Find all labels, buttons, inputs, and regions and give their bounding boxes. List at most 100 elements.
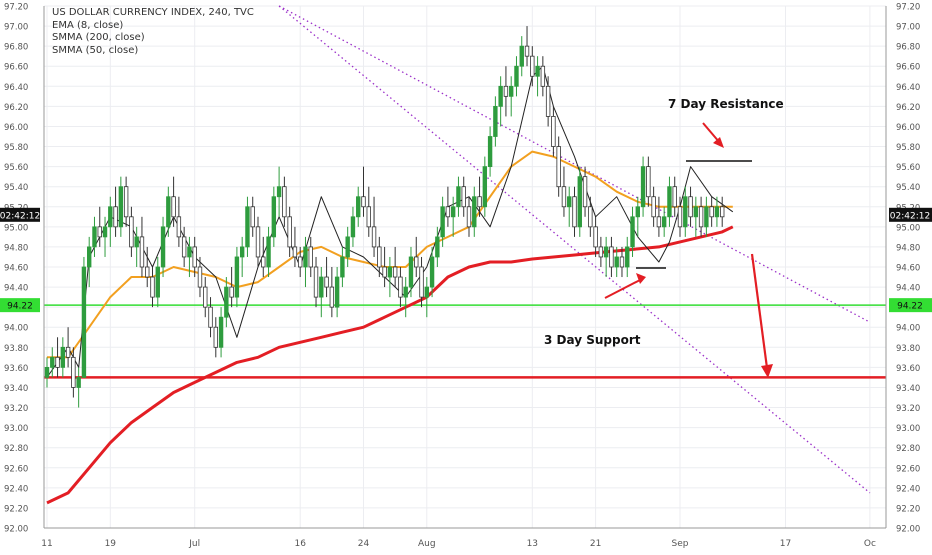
candle-body [598, 246, 604, 258]
candle-body [81, 266, 87, 378]
y-tick-label-right: 92.20 [896, 504, 920, 514]
y-tick-label-left: 94.60 [4, 264, 28, 274]
level-badge-right [889, 298, 932, 313]
candle-body [403, 286, 408, 298]
candle-body [693, 206, 699, 218]
candle-body [324, 276, 329, 288]
candle-body [245, 206, 250, 248]
candle-body [530, 55, 535, 77]
candle-body [672, 186, 677, 208]
candle-body [113, 206, 118, 228]
axis-layer: 97.20 97.20 97.00 97.00 96.80 96.80 96.60 96.60… [0, 3, 932, 549]
y-tick-label-right: 94.00 [896, 324, 920, 334]
y-tick-label-left: 92.20 [4, 504, 28, 514]
time-badge-left-text: 02:42:12 [0, 211, 40, 221]
candle-body [234, 256, 240, 298]
candle-body [60, 346, 66, 368]
candle-body [319, 276, 324, 298]
y-tick-label-left: 96.00 [4, 123, 28, 133]
y-tick-label-right: 96.40 [896, 83, 920, 93]
candle-body [76, 377, 81, 388]
candle-body [150, 276, 155, 298]
y-tick-label-left: 92.00 [4, 525, 28, 535]
y-tick-label-right: 93.80 [896, 344, 920, 354]
candle-body [334, 276, 340, 308]
candle-body [92, 226, 97, 248]
y-tick-label-right: 92.60 [896, 464, 920, 474]
resistance-label: 7 Day Resistance [668, 97, 784, 111]
candle-body [603, 246, 609, 258]
candle-body [187, 246, 192, 258]
candle-body [477, 196, 482, 208]
candle-body [577, 176, 582, 228]
time-badge-right-text: 02:42:12 [890, 211, 930, 221]
candle-body [429, 256, 435, 288]
y-tick-label-right: 96.20 [896, 103, 920, 113]
candle-body [239, 246, 245, 258]
candle-body [108, 206, 113, 228]
candle-body [176, 216, 182, 238]
candle-body [567, 196, 572, 208]
y-tick-label-right: 95.60 [896, 163, 920, 173]
y-tick-label-left: 93.80 [4, 344, 28, 354]
candle-body [55, 356, 60, 368]
candle-body [503, 85, 509, 97]
candle-body [661, 216, 667, 228]
y-tick-label-left: 95.60 [4, 163, 28, 173]
candle-body [129, 216, 134, 248]
x-tick-label: 24 [358, 539, 370, 549]
y-tick-label-left: 94.00 [4, 324, 28, 334]
y-tick-label-left: 95.80 [4, 143, 28, 153]
candle-body [345, 236, 350, 258]
candle-body [709, 206, 714, 218]
candle-body [340, 256, 345, 278]
y-tick-label-left: 95.00 [4, 223, 28, 233]
candle-body [419, 266, 424, 298]
candle-body [677, 206, 683, 228]
candle-body [466, 206, 472, 228]
legend-ema8: EMA (8, close) [52, 19, 124, 31]
candle-body [276, 186, 282, 198]
candle-body [456, 186, 461, 208]
forecast-arrow [750, 253, 769, 369]
candle-body [255, 226, 261, 258]
candle-body [350, 216, 356, 238]
x-tick-label: Jul [188, 539, 200, 549]
candle-body [656, 216, 662, 228]
candle-body [472, 196, 477, 228]
candle-body [181, 236, 187, 258]
y-tick-label-right: 96.00 [896, 123, 920, 133]
candle-body [424, 286, 429, 298]
candle-body [118, 186, 124, 228]
y-tick-label-left: 96.80 [4, 43, 28, 53]
candle-body [535, 65, 540, 77]
candle-body [287, 216, 292, 248]
y-tick-label-right: 92.40 [896, 484, 920, 494]
candle-body [514, 65, 519, 87]
candle-body [588, 206, 593, 228]
candle-body [203, 286, 208, 308]
candle-body [266, 236, 271, 268]
candle-body [545, 85, 551, 117]
candle-body [377, 246, 382, 268]
y-tick-label-left: 95.40 [4, 183, 28, 193]
x-tick-label: 16 [294, 539, 306, 549]
y-tick-label-left: 97.00 [4, 23, 28, 33]
candle-body [556, 146, 561, 188]
time-badge-left [0, 207, 40, 222]
candle-body [619, 256, 625, 268]
candle-body [387, 266, 393, 278]
candle-body [218, 316, 224, 348]
candle-body [487, 136, 493, 168]
chart-legend: US DOLLAR CURRENCY INDEX, 240, TVC EMA (… [52, 7, 254, 57]
y-tick-label-right: 93.20 [896, 404, 920, 414]
y-tick-label-left: 92.80 [4, 444, 28, 454]
time-badge-right [889, 207, 932, 222]
y-tick-label-right: 93.60 [896, 364, 920, 374]
candle-body [640, 166, 646, 208]
y-tick-label-left: 94.80 [4, 243, 28, 253]
candle-body [440, 206, 445, 238]
level-badge-left [0, 298, 40, 313]
